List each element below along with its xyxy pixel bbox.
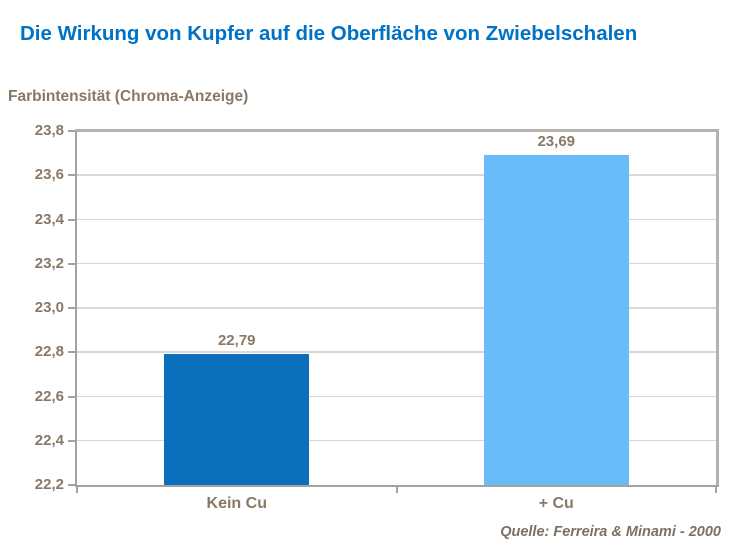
gridline <box>77 262 716 265</box>
x-axis-tick <box>395 487 398 493</box>
gridline <box>77 351 716 353</box>
y-axis-tick-label: 23,6 <box>34 166 64 184</box>
y-axis-tick <box>68 262 77 265</box>
y-axis-tick-label: 23,0 <box>34 299 64 316</box>
bar-kein-cu <box>164 354 310 485</box>
y-axis-tick-label: 23,8 <box>34 122 64 139</box>
bar-value-label: 23,69 <box>537 133 576 151</box>
gridline <box>77 174 716 176</box>
source-citation: Quelle: Ferreira & Minami - 2000 <box>500 524 721 540</box>
bar-cu <box>483 155 629 485</box>
bar-value-label: 22,79 <box>217 332 256 350</box>
chart-title: Die Wirkung von Kupfer auf die Oberfläch… <box>20 22 638 45</box>
x-axis-tick <box>715 487 717 493</box>
category-label: Kein Cu <box>206 495 267 512</box>
y-axis-tick <box>68 130 77 132</box>
y-axis-title: Farbintensität (Chroma-Anzeige) <box>8 88 249 105</box>
y-axis-tick <box>68 484 77 486</box>
category-label: + Cu <box>538 495 574 512</box>
gridline <box>77 439 716 442</box>
y-axis-tick-label: 23,2 <box>34 254 64 272</box>
gridline <box>77 307 716 309</box>
y-axis-tick <box>68 439 77 442</box>
y-axis-tick <box>68 218 77 221</box>
y-axis-tick <box>68 174 77 177</box>
y-axis-tick-label: 22,6 <box>34 387 64 405</box>
y-axis-line <box>75 131 77 487</box>
y-axis-tick-label: 22,2 <box>34 476 64 493</box>
x-axis-tick <box>76 487 78 493</box>
y-axis-tick <box>68 307 77 309</box>
y-axis-tick <box>68 351 77 354</box>
y-axis-tick-label: 22,8 <box>34 343 64 361</box>
x-axis-line <box>75 485 719 487</box>
plot-border-right <box>716 129 719 487</box>
gridline <box>77 218 716 220</box>
y-axis-tick <box>68 395 77 398</box>
gridline <box>77 395 716 397</box>
y-axis-tick-label: 22,4 <box>34 431 64 449</box>
plot-border-top <box>75 129 719 132</box>
y-axis-tick-label: 23,4 <box>34 210 64 228</box>
